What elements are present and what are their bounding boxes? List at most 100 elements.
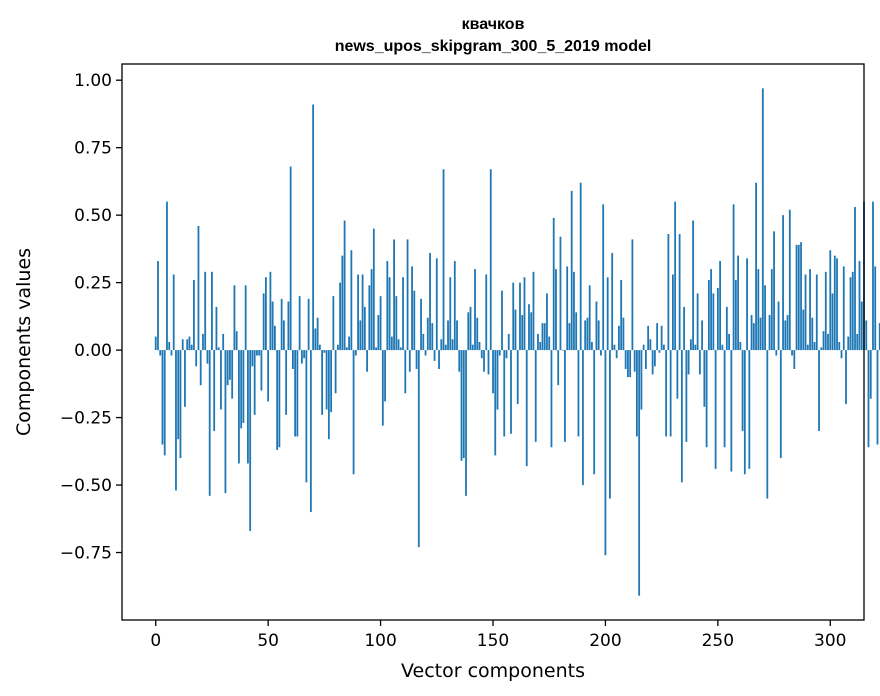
bar: [824, 271, 827, 351]
bar: [397, 339, 400, 351]
bar: [287, 301, 290, 351]
bar: [422, 333, 425, 351]
bar: [624, 350, 627, 369]
bar: [836, 258, 838, 351]
bar: [748, 350, 751, 469]
bar: [211, 271, 213, 351]
bar: [642, 344, 645, 351]
bar: [714, 350, 717, 469]
bar: [186, 339, 189, 351]
bar: [597, 320, 600, 351]
bar: [395, 296, 398, 351]
bar: [424, 350, 427, 356]
bar: [202, 333, 204, 351]
bar: [806, 344, 809, 351]
bar: [375, 347, 377, 351]
bar: [858, 261, 861, 351]
bar: [768, 315, 771, 351]
bar: [361, 274, 364, 351]
bar: [777, 301, 780, 351]
bar: [813, 342, 816, 351]
bar: [271, 301, 274, 351]
bar: [710, 269, 712, 351]
bar: [593, 350, 596, 475]
bar: [296, 350, 299, 437]
y-tick-label: −0.75: [60, 544, 112, 564]
bar: [420, 298, 422, 351]
bar: [175, 350, 177, 491]
bar: [575, 312, 578, 351]
bar: [438, 350, 440, 369]
bar: [267, 350, 270, 402]
bar: [235, 331, 238, 351]
bar: [845, 350, 847, 405]
bar: [867, 350, 870, 448]
bar: [332, 296, 335, 351]
bar: [818, 350, 820, 432]
bar: [262, 293, 265, 351]
bar: [354, 350, 357, 356]
bar: [370, 269, 373, 351]
y-tick-label: 0.00: [74, 341, 112, 361]
bar: [334, 350, 337, 394]
bar: [570, 190, 573, 351]
bar: [507, 333, 510, 351]
y-axis-label: Components values: [13, 248, 35, 436]
bar: [683, 306, 686, 351]
bar: [449, 277, 452, 351]
bar: [253, 350, 256, 415]
bar: [314, 328, 317, 351]
bar: [784, 320, 787, 351]
bar: [269, 271, 272, 351]
bar: [240, 350, 243, 429]
bar: [483, 350, 485, 372]
bar: [298, 296, 301, 351]
bar: [451, 339, 454, 351]
bar: [406, 239, 409, 351]
bar: [746, 258, 748, 351]
bar: [285, 350, 288, 415]
bar: [573, 271, 575, 351]
bar: [154, 336, 157, 351]
bar: [851, 271, 854, 351]
bar: [698, 350, 701, 375]
bar: [629, 350, 632, 378]
bar: [496, 350, 499, 410]
bar: [822, 331, 825, 351]
bar: [343, 220, 346, 351]
bar: [258, 350, 261, 356]
bar: [159, 350, 162, 356]
bar: [307, 298, 310, 351]
bar: [478, 342, 481, 351]
bar: [878, 323, 880, 351]
bar: [609, 350, 611, 499]
bar: [213, 350, 216, 432]
bar: [647, 325, 650, 351]
bar: [528, 304, 530, 351]
bar: [238, 350, 240, 464]
bar: [779, 350, 782, 459]
bar: [166, 201, 168, 351]
bar: [667, 234, 670, 351]
bar: [204, 271, 207, 351]
bar: [674, 201, 677, 351]
bar: [793, 350, 796, 369]
bar: [197, 225, 200, 351]
bar: [359, 320, 362, 351]
bar: [402, 277, 404, 351]
bar: [530, 312, 533, 351]
bar: [665, 350, 668, 437]
bar: [372, 228, 375, 351]
bar: [379, 296, 382, 351]
bar: [550, 350, 553, 448]
bar: [501, 290, 503, 351]
bar: [220, 350, 222, 410]
bar: [775, 350, 778, 356]
bar: [492, 350, 494, 394]
bar: [411, 266, 413, 351]
y-tick-label: 1.00: [74, 71, 112, 91]
bar: [386, 261, 389, 351]
bar: [431, 323, 434, 351]
bar: [357, 274, 359, 351]
bar: [761, 88, 764, 351]
